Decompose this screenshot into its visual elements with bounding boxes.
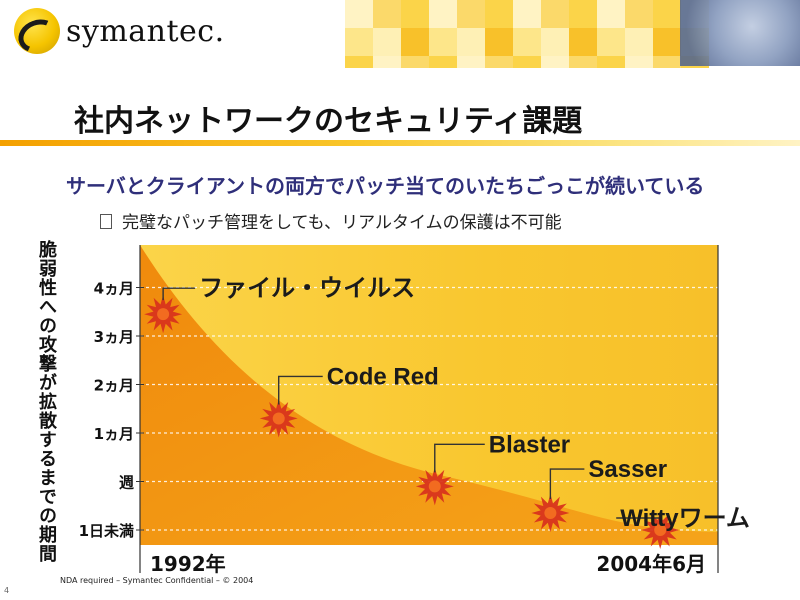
header-square — [457, 0, 485, 28]
header-square — [653, 28, 681, 56]
header-square — [345, 0, 373, 28]
header-square — [625, 56, 653, 68]
header-square — [485, 28, 513, 56]
header-square — [625, 0, 653, 28]
slide-title: 社内ネットワークのセキュリティ課題 — [74, 104, 583, 139]
header-square — [401, 28, 429, 56]
callout-line — [278, 375, 323, 405]
globe-image — [680, 0, 800, 66]
event-burst-core — [157, 308, 170, 321]
event-label: Blaster — [489, 431, 570, 458]
y-axis-label: 脆弱性への攻撃が拡散するまでの期間 — [36, 240, 57, 563]
y-tick-label: 1日未満 — [79, 522, 134, 540]
event-label: Code Red — [327, 363, 439, 390]
header-square — [653, 0, 681, 28]
event-burst-core — [544, 507, 557, 520]
header-square — [597, 56, 625, 68]
header-square — [373, 0, 401, 28]
header-square — [513, 28, 541, 56]
header-square — [373, 56, 401, 68]
header-square — [401, 0, 429, 28]
header-square — [513, 56, 541, 68]
header-square — [345, 28, 373, 56]
callout-line — [616, 516, 661, 519]
decay-curve-area — [140, 245, 718, 545]
header-square — [569, 0, 597, 28]
brand-name: symantec. — [66, 14, 225, 49]
header-square — [597, 0, 625, 28]
chart: 1日未満 週 1ヵ月 2ヵ月 3ヵ月 4ヵ月 1992年 2004年6月 ファイル・ウイルス Co… — [79, 245, 750, 575]
y-tick-label: 1ヵ月 — [94, 425, 134, 443]
header-square — [429, 0, 457, 28]
event-burst-core — [654, 524, 667, 536]
x-tick-label: 1992年 — [150, 552, 226, 575]
header-square — [373, 28, 401, 56]
x-tick-label: 2004年6月 — [596, 552, 706, 575]
header-square — [401, 56, 429, 68]
callout-line — [434, 443, 485, 473]
callout-line — [162, 287, 196, 301]
header-square — [457, 28, 485, 56]
header-square — [457, 56, 485, 68]
symantec-logo-icon — [13, 8, 63, 58]
event-label: ファイル・ウイルス — [199, 275, 415, 302]
event-label: Sasser — [588, 456, 667, 483]
event-label: Wittyワーム — [620, 505, 750, 532]
header-square — [485, 0, 513, 28]
header-square — [653, 56, 681, 68]
header-square — [541, 56, 569, 68]
header-square — [513, 0, 541, 28]
callout-line — [549, 468, 585, 500]
main-bullet: サーバとクライアントの両方でパッチ当てのいたちごっこが続いている — [66, 174, 705, 198]
event-burst-core — [272, 412, 285, 425]
header-square — [597, 28, 625, 56]
sub-bullet-text: 完璧なパッチ管理をしても、リアルタイムの保護は不可能 — [122, 213, 562, 233]
sub-bullet: 完璧なパッチ管理をしても、リアルタイムの保護は不可能 — [100, 208, 562, 233]
header-square — [429, 28, 457, 56]
header-square — [345, 56, 373, 68]
y-tick-label: 3ヵ月 — [94, 328, 134, 346]
y-tick-label: 2ヵ月 — [94, 377, 134, 395]
header-square — [625, 28, 653, 56]
header-square — [541, 0, 569, 28]
title-divider — [0, 140, 800, 146]
header-square — [569, 56, 597, 68]
header-square — [485, 56, 513, 68]
y-tick-label: 4ヵ月 — [94, 280, 134, 298]
header-square — [541, 28, 569, 56]
header-square — [429, 56, 457, 68]
bullet-box-icon — [100, 214, 112, 229]
footer-text: NDA required – Symantec Confidential – ©… — [60, 576, 254, 585]
event-burst-core — [428, 480, 441, 493]
header-square — [569, 28, 597, 56]
y-tick-label: 週 — [119, 474, 134, 492]
page-number: 4 — [4, 586, 10, 595]
